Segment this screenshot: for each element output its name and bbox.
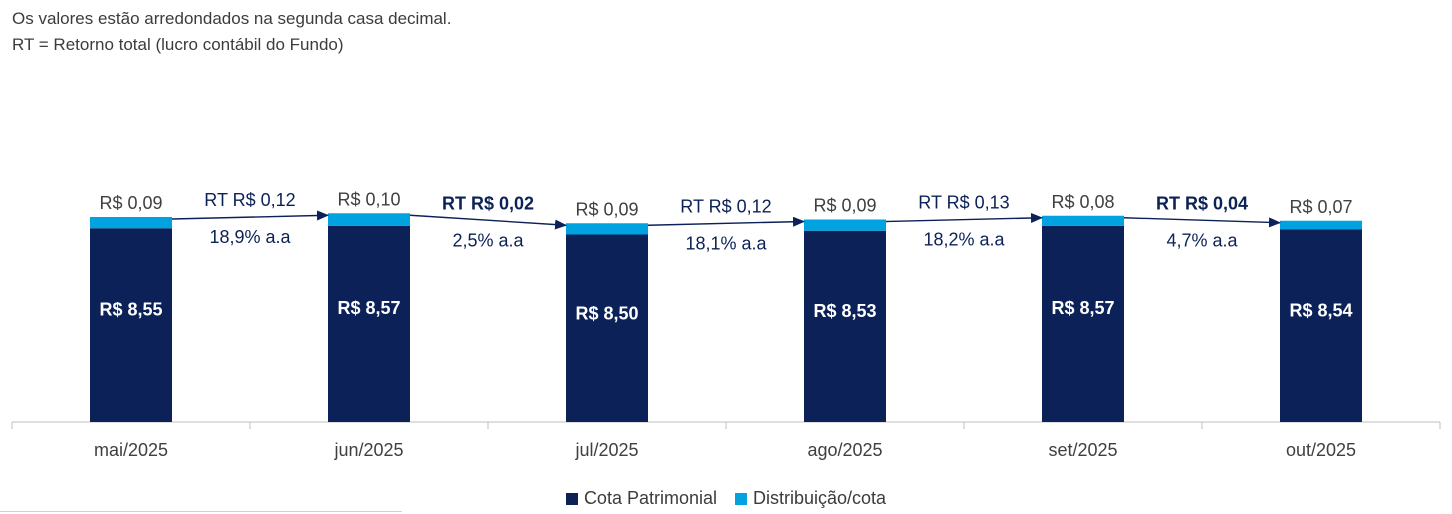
bar-cota-patrimonial bbox=[566, 234, 648, 422]
return-arrow bbox=[1123, 217, 1281, 228]
x-axis-tick-label: ago/2025 bbox=[807, 440, 882, 460]
annotation-annual-rate: 18,2% a.a bbox=[923, 230, 1005, 250]
bar-distribuicao-cota bbox=[1042, 215, 1124, 226]
data-label-distribuicao-cota: R$ 0,09 bbox=[813, 196, 876, 216]
bar-cota-patrimonial bbox=[1280, 229, 1362, 422]
legend-label-cota-patrimonial: Cota Patrimonial bbox=[583, 488, 717, 508]
bar-distribuicao-cota bbox=[328, 213, 410, 226]
annotation-total-return: RT R$ 0,12 bbox=[204, 190, 295, 210]
annotation-annual-rate: 4,7% a.a bbox=[1166, 230, 1238, 250]
annotation-total-return: RT R$ 0,02 bbox=[442, 193, 534, 213]
return-arrow bbox=[647, 216, 805, 227]
data-label-cota-patrimonial: R$ 8,54 bbox=[1289, 300, 1352, 320]
return-arrow bbox=[409, 214, 567, 230]
annotation-total-return: RT R$ 0,04 bbox=[1156, 193, 1248, 213]
bottom-divider bbox=[0, 511, 402, 512]
data-label-distribuicao-cota: R$ 0,10 bbox=[337, 189, 400, 209]
data-label-distribuicao-cota: R$ 0,09 bbox=[99, 193, 162, 213]
annotation-total-return: RT R$ 0,12 bbox=[680, 196, 771, 216]
x-axis-tick-label: jul/2025 bbox=[574, 440, 638, 460]
data-label-distribuicao-cota: R$ 0,08 bbox=[1051, 192, 1114, 212]
legend-swatch-distribuicao-cota bbox=[735, 492, 747, 505]
bar-distribuicao-cota bbox=[804, 219, 886, 231]
data-label-cota-patrimonial: R$ 8,53 bbox=[813, 301, 876, 321]
x-axis-tick-label: out/2025 bbox=[1286, 440, 1356, 460]
legend-item-distribuicao-cota: Distribuição/cota bbox=[735, 488, 886, 509]
legend-swatch-cota-patrimonial bbox=[565, 492, 578, 505]
bar-cota-patrimonial bbox=[1042, 225, 1124, 422]
bar-cota-patrimonial bbox=[328, 225, 410, 422]
annotation-total-return: RT R$ 0,13 bbox=[918, 193, 1009, 213]
stacked-bar-chart: R$ 8,55 R$ 0,09 mai/2025 R$ 8,57 R$ 0,10 jun/… bbox=[11, 189, 1441, 460]
bar-distribuicao-cota bbox=[1280, 220, 1362, 230]
data-label-cota-patrimonial: R$ 8,50 bbox=[575, 303, 638, 323]
bar-distribuicao-cota bbox=[90, 217, 172, 229]
data-label-cota-patrimonial: R$ 8,55 bbox=[99, 300, 162, 320]
chart-note-rt-definition: RT = Retorno total (lucro contábil do Fu… bbox=[12, 35, 344, 54]
data-label-distribuicao-cota: R$ 0,07 bbox=[1289, 197, 1352, 217]
data-label-cota-patrimonial: R$ 8,57 bbox=[1051, 298, 1114, 318]
bar-cota-patrimonial bbox=[804, 230, 886, 422]
bar-cota-patrimonial bbox=[90, 228, 172, 422]
x-axis-tick-label: set/2025 bbox=[1048, 440, 1117, 460]
bar-distribuicao-cota bbox=[566, 223, 648, 235]
chart-legend: Cota Patrimonial Distribuição/cota bbox=[0, 488, 1452, 509]
return-arrow bbox=[885, 213, 1043, 224]
x-axis-tick-label: jun/2025 bbox=[333, 440, 403, 460]
data-label-distribuicao-cota: R$ 0,09 bbox=[575, 199, 638, 219]
annotation-annual-rate: 18,1% a.a bbox=[685, 233, 767, 253]
x-axis-tick-label: mai/2025 bbox=[94, 440, 168, 460]
legend-label-distribuicao-cota: Distribuição/cota bbox=[753, 488, 887, 508]
data-label-cota-patrimonial: R$ 8,57 bbox=[337, 298, 400, 318]
legend-item-cota-patrimonial: Cota Patrimonial bbox=[565, 488, 717, 509]
return-arrow bbox=[171, 210, 329, 221]
chart-note-rounding: Os valores estão arredondados na segunda… bbox=[12, 9, 452, 28]
annotation-annual-rate: 2,5% a.a bbox=[452, 230, 524, 250]
annotation-annual-rate: 18,9% a.a bbox=[209, 227, 291, 247]
